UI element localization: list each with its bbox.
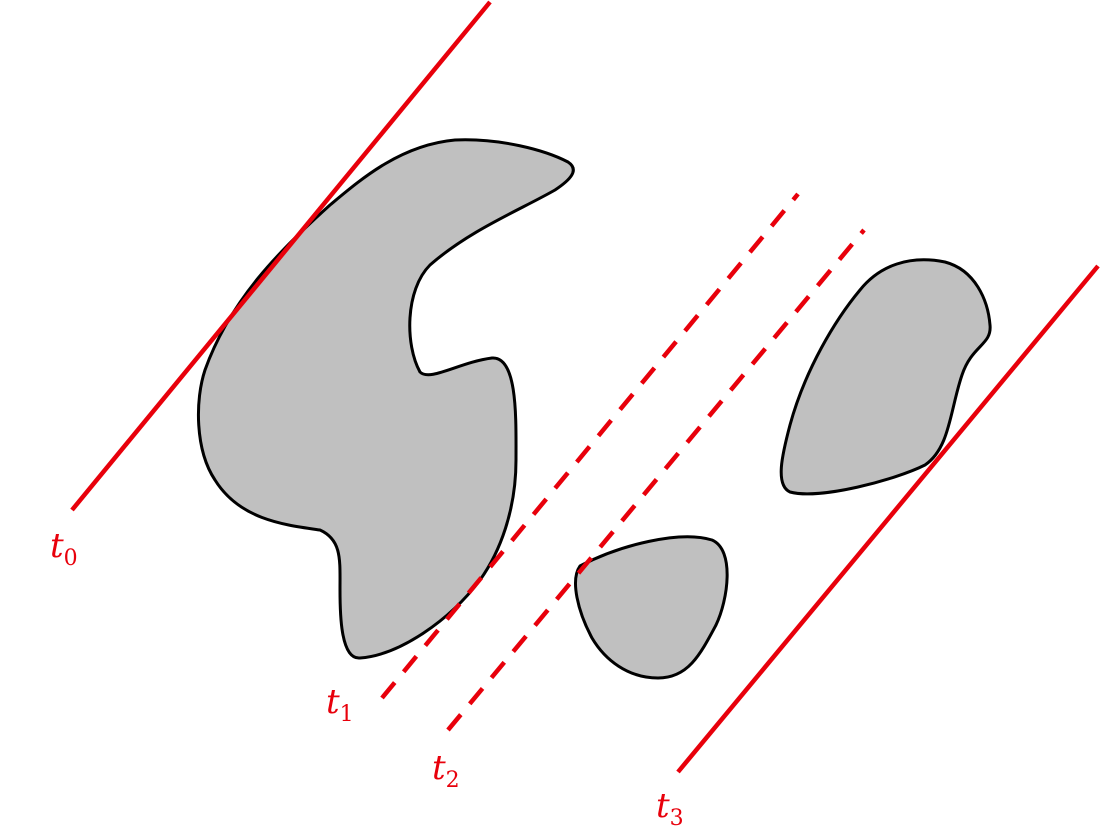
large-blob-shape xyxy=(197,138,575,660)
line-t1 xyxy=(380,192,800,700)
line-t2 xyxy=(446,228,866,732)
label-t1: t1 xyxy=(326,682,354,727)
line-t3 xyxy=(676,264,1100,774)
label-t3: t3 xyxy=(656,786,684,831)
label-t0: t0 xyxy=(50,526,78,571)
line-t0 xyxy=(70,0,492,512)
label-t2: t2 xyxy=(432,748,460,793)
small-blob-shape xyxy=(574,535,729,680)
right-blob-shape xyxy=(779,258,992,496)
